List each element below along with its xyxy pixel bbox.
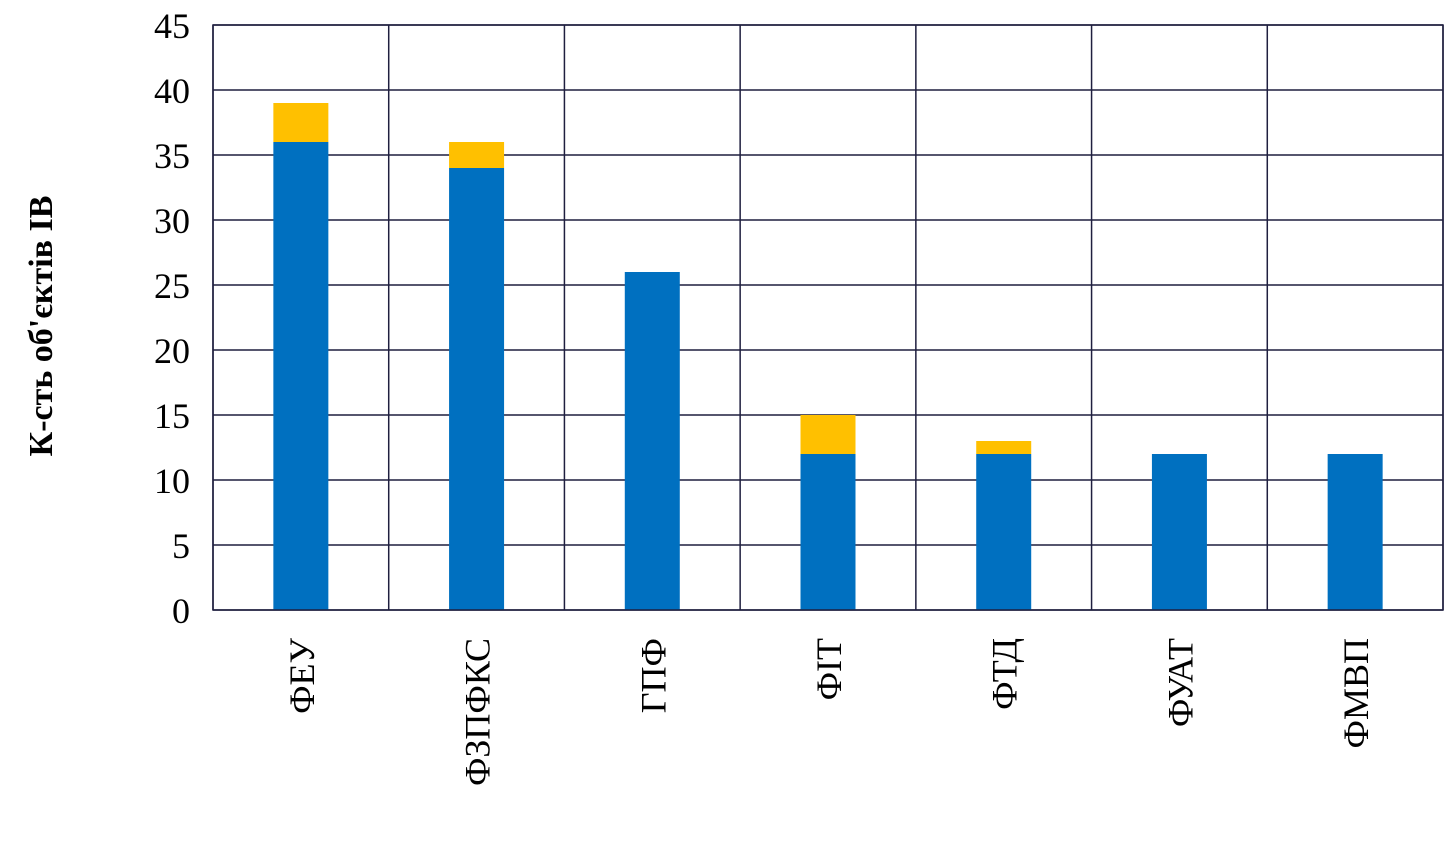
x-tick-label: ФЕУ: [282, 637, 322, 713]
y-tick-label: 15: [154, 396, 190, 436]
bar-segment-blue: [1327, 454, 1383, 610]
plot-frame: [212, 24, 1444, 611]
bar-segment-yellow: [449, 142, 505, 168]
y-tick-label: 25: [154, 266, 190, 306]
bar-segment-blue: [624, 272, 680, 610]
bar-segment-blue: [449, 168, 505, 610]
bar-segment-yellow: [800, 415, 856, 454]
x-tick-label: ФІТ: [809, 638, 849, 700]
y-tick-label: 35: [154, 136, 190, 176]
y-tick-label: 5: [172, 526, 190, 566]
bar-segment-blue: [1151, 454, 1207, 610]
y-tick-label: 30: [154, 201, 190, 241]
x-tick-label: ФМВП: [1336, 638, 1376, 748]
bar-segment-blue: [976, 454, 1032, 610]
x-tick-label: ФЗПФКС: [458, 638, 498, 786]
y-tick-label: 0: [172, 591, 190, 631]
bar-segment-yellow: [976, 441, 1032, 454]
y-tick-label: 10: [154, 461, 190, 501]
x-tick-label: ФУАТ: [1160, 638, 1200, 727]
x-tick-label: ФТД: [985, 638, 1025, 710]
bars-layer: [273, 103, 1383, 610]
x-tick-label: ГПФ: [633, 638, 673, 713]
bar-segment-blue: [273, 142, 329, 610]
y-tick-label: 20: [154, 331, 190, 371]
y-tick-labels: 0 5 10 15 20 25 30 35 40 45: [154, 6, 190, 631]
frame-layer: [212, 24, 1444, 611]
x-tick-labels: ФЕУ ФЗПФКС ГПФ ФІТ ФТД ФУАТ ФМВП: [282, 637, 1376, 786]
y-axis-label: К-сть об'єктів ІВ: [23, 196, 60, 457]
bar-segment-blue: [800, 454, 856, 610]
bar-segment-yellow: [273, 103, 329, 142]
y-tick-label: 45: [154, 6, 190, 46]
y-tick-label: 40: [154, 71, 190, 111]
